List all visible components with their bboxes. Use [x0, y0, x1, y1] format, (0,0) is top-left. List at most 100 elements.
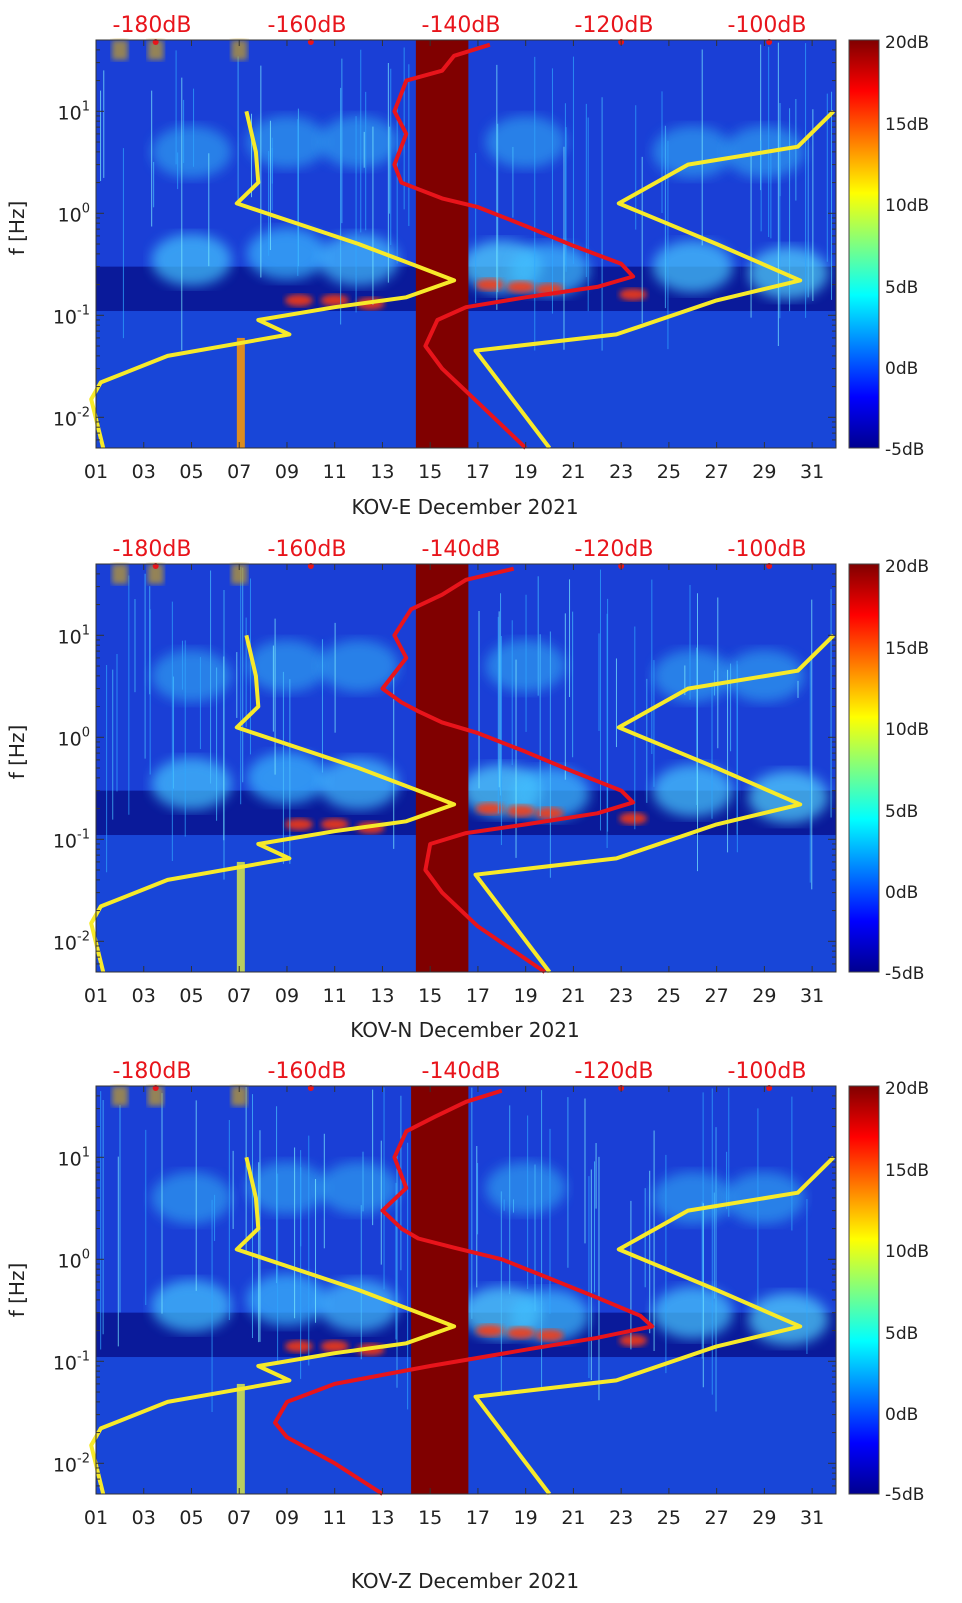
- spectral-blob: [246, 751, 327, 804]
- top-tick-label: -100dB: [728, 537, 807, 562]
- spectral-blob: [652, 240, 733, 293]
- panel-kov-z: 01 03 05 07 09 11 13 15 17 19 21 23 25 27 29 31 101 100 10…: [5, 1059, 929, 1593]
- colorbar: 20dB 15dB 10dB 5dB 0dB -5dB: [848, 33, 929, 460]
- top-tick-label: -100dB: [728, 13, 807, 38]
- top-tick-label: -180dB: [113, 537, 192, 562]
- x-tick-label: 17: [466, 985, 490, 1007]
- top-tick-label: -140dB: [422, 13, 501, 38]
- hot-spot: [284, 1340, 313, 1353]
- top-tick-label: -140dB: [422, 1059, 501, 1084]
- x-tick-label: 09: [275, 985, 299, 1007]
- top-tick-label: -100dB: [728, 1059, 807, 1084]
- x-tick-label: 21: [561, 985, 585, 1007]
- top-tick-label: -160dB: [268, 13, 347, 38]
- data-gap: [415, 40, 469, 448]
- top-tick-label: -180dB: [113, 1059, 192, 1084]
- x-tick-label: 27: [705, 985, 729, 1007]
- x-tick-label: 15: [418, 461, 442, 483]
- spectral-blob: [652, 649, 733, 702]
- spectral-blob: [246, 227, 327, 280]
- y-tick-label: 101: [58, 99, 90, 124]
- gap-rect: [411, 1086, 469, 1494]
- colorbar-tick: 0dB: [885, 883, 918, 903]
- red-series-line: [392, 42, 636, 450]
- hot-spot: [619, 1334, 648, 1347]
- colorbar-tick: 10dB: [885, 1242, 929, 1262]
- x-tick-label: 29: [752, 985, 776, 1007]
- x-tick-label: 31: [800, 461, 824, 483]
- spectral-blob: [485, 1162, 566, 1214]
- axes: 01 03 05 07 09 11 13 15 17 19 21 23 25 27 29 31 101 100 10…: [53, 39, 837, 483]
- x-tick-label: 13: [370, 1507, 394, 1529]
- hot-spot: [535, 1329, 564, 1342]
- spectral-blob: [151, 125, 232, 178]
- top-tick-label: -120dB: [575, 537, 654, 562]
- yellow-series-line: [473, 109, 836, 450]
- x-tick-label: 25: [657, 1507, 681, 1529]
- y-tick-label: 10-2: [53, 1451, 90, 1476]
- spectral-blob: [318, 1162, 399, 1214]
- high-freq-spot: [147, 564, 164, 584]
- colorbar-tick: 5dB: [885, 1324, 918, 1344]
- x-tick-label: 31: [800, 985, 824, 1007]
- hot-spot: [320, 294, 349, 307]
- x-tick-label: 27: [705, 461, 729, 483]
- high-freq-spot: [231, 40, 248, 60]
- x-tick-label: 07: [227, 985, 251, 1007]
- high-freq-spot: [147, 1086, 164, 1106]
- spectral-blob: [748, 1292, 829, 1345]
- yellow-series-line: [89, 634, 457, 973]
- spectral-blob: [318, 116, 399, 168]
- x-tick-label: 01: [84, 985, 108, 1007]
- x-tick-label: 03: [132, 1507, 156, 1529]
- yellow-series-line: [473, 1155, 836, 1496]
- hot-spot: [506, 280, 535, 293]
- hot-spot: [535, 807, 564, 820]
- series-lines: [89, 1085, 836, 1496]
- spectral-blob: [151, 233, 232, 286]
- data-gap: [411, 1086, 469, 1494]
- x-tick-label: 15: [418, 1507, 442, 1529]
- colorbar-tick: 0dB: [885, 359, 918, 379]
- x-tick-label: 05: [179, 1507, 203, 1529]
- spectral-blob: [318, 1279, 399, 1332]
- x-axis-label: KOV-N December 2021: [350, 1018, 579, 1042]
- high-freq-spot: [111, 40, 128, 60]
- series-lines: [89, 39, 836, 450]
- hot-spot: [506, 804, 535, 817]
- x-tick-label: 17: [466, 461, 490, 483]
- spectral-blob: [652, 764, 733, 817]
- panel-kov-e: 01 03 05 07 09 11 13 15 17 19 21 23 25 27 29 31 101 100 10…: [5, 13, 929, 519]
- hot-spot: [475, 802, 504, 815]
- x-tick-label: 25: [657, 461, 681, 483]
- colorbar-tick: -5dB: [885, 964, 924, 984]
- colorbar-gradient: [848, 563, 880, 973]
- x-tick-label: 01: [84, 461, 108, 483]
- high-freq-spot: [111, 1086, 128, 1106]
- axes: 01 03 05 07 09 11 13 15 17 19 21 23 25 27 29 31 101 100 10…: [53, 1085, 837, 1529]
- top-tick-label: -160dB: [268, 1059, 347, 1084]
- high-freq-spot: [111, 564, 128, 584]
- x-tick-label: 23: [609, 461, 633, 483]
- high-freq-spot: [147, 40, 164, 60]
- x-tick-label: 11: [323, 1507, 347, 1529]
- red-series-line: [380, 566, 636, 974]
- colorbar-tick: 15dB: [885, 639, 929, 659]
- spectral-blob: [318, 640, 399, 692]
- yellow-series-line: [89, 1156, 457, 1495]
- top-tick-label: -120dB: [575, 1059, 654, 1084]
- x-tick-label: 31: [800, 1507, 824, 1529]
- gap-rect: [415, 564, 469, 972]
- spectral-blob: [151, 649, 232, 702]
- x-tick-label: 19: [514, 1507, 538, 1529]
- hot-spot: [475, 278, 504, 291]
- x-tick-label: 11: [323, 461, 347, 483]
- spectral-blob: [246, 640, 327, 692]
- anomaly-column: [236, 1383, 245, 1494]
- colorbar-tick: 20dB: [885, 1079, 929, 1099]
- x-tick-label: 05: [179, 461, 203, 483]
- colorbar-tick: 10dB: [885, 196, 929, 216]
- x-tick-label: 29: [752, 461, 776, 483]
- spectral-blob: [652, 1286, 733, 1339]
